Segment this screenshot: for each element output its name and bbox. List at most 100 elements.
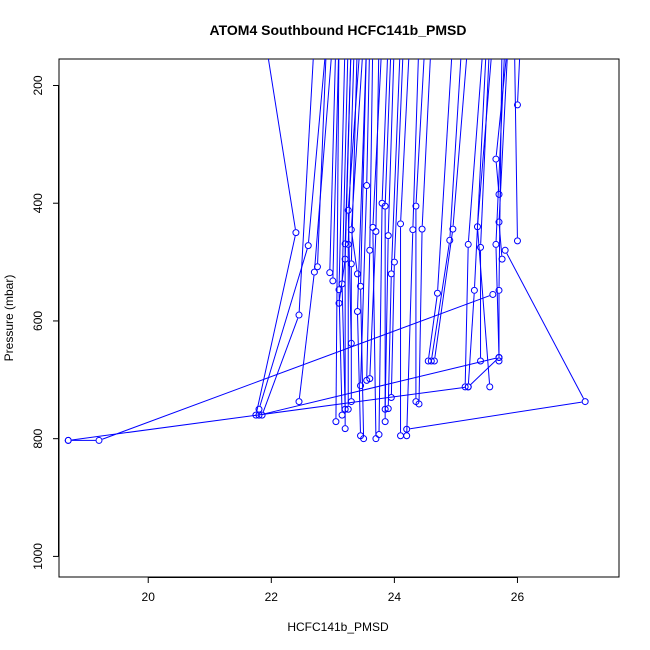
series-35-point-1	[464, 240, 472, 248]
series-21-point-0	[366, 375, 374, 383]
series-6-point-0	[326, 269, 334, 277]
series-25-point-0	[381, 405, 389, 413]
series-4-point-0	[295, 398, 303, 406]
x-axis: 20 22 24 26	[142, 577, 525, 604]
series-7-segment-0	[332, 59, 339, 278]
series-35-segment-0	[464, 247, 469, 384]
series-41	[495, 59, 508, 263]
series-19	[357, 59, 371, 390]
series-39	[495, 59, 503, 365]
y-tick-label-2: 600	[31, 311, 45, 331]
series-28-point-0	[397, 432, 405, 440]
series-43-segment-0	[514, 59, 518, 238]
series-8-segment-0	[335, 59, 340, 419]
series-7	[329, 59, 339, 285]
series-0-point-1	[95, 436, 103, 444]
series-11-segment-0	[338, 262, 346, 300]
series-22-point-1	[369, 223, 377, 231]
series-39-segment-1	[498, 59, 503, 287]
series-6-segment-0	[329, 59, 336, 270]
series-13-point-1	[344, 240, 352, 248]
series-42-segment-0	[495, 162, 500, 191]
series-43-point-0	[513, 237, 521, 245]
series-26-segment-1	[390, 59, 401, 271]
series-16	[347, 59, 363, 278]
series-5-point-0	[313, 263, 321, 271]
series-45-segment-0	[410, 401, 582, 430]
x-tick-label-0: 20	[142, 590, 156, 604]
series-38	[473, 59, 494, 391]
series-25	[381, 59, 395, 413]
series-23-point-0	[375, 431, 383, 439]
series-15-point-0	[347, 339, 355, 347]
series-25-segment-0	[384, 239, 389, 406]
series-22-segment-0	[372, 230, 377, 436]
series-15-segment-1	[347, 59, 360, 207]
series-18-segment-0	[360, 289, 365, 436]
series-27	[387, 59, 404, 401]
series-26-point-1	[387, 270, 395, 278]
series-45-point-0	[403, 425, 411, 433]
series-33-segment-0	[431, 243, 450, 358]
series-12	[341, 59, 352, 433]
series-29-point-0	[403, 432, 411, 440]
series-43	[513, 59, 521, 245]
series-23-segment-1	[381, 59, 388, 200]
series-10-segment-0	[341, 287, 346, 406]
y-axis-label: Pressure (mbar)	[2, 275, 16, 362]
x-tick-label-3: 26	[511, 590, 525, 604]
series-30-point-1	[412, 202, 420, 210]
series-14-point-1	[347, 260, 355, 268]
x-tick-label-1: 22	[265, 590, 279, 604]
series-24-point-1	[381, 202, 389, 210]
series-45-point-2	[501, 246, 509, 254]
series-3-point-1	[304, 242, 312, 250]
series-19-point-0	[357, 382, 365, 390]
series-28-point-1	[397, 220, 405, 228]
series-34-segment-0	[434, 232, 453, 358]
series-42	[492, 59, 507, 198]
series-41-segment-1	[498, 59, 508, 219]
series-44-point-0	[513, 101, 521, 109]
series-31-point-1	[418, 225, 426, 233]
series-32-segment-0	[428, 296, 438, 358]
series-15-point-1	[344, 206, 352, 214]
series-25-segment-1	[387, 59, 395, 233]
series-37-point-1	[477, 243, 485, 251]
series-1-segment-1	[267, 59, 296, 230]
series-29-segment-1	[412, 59, 419, 227]
series-38-segment-1	[477, 59, 492, 224]
series-22-segment-1	[372, 59, 382, 224]
series-23	[375, 59, 388, 439]
series-8-point-0	[332, 418, 340, 426]
series-34-segment-1	[452, 59, 468, 226]
series-29-point-1	[409, 226, 417, 234]
series-19-point-1	[363, 182, 371, 190]
series-9-segment-1	[338, 59, 346, 287]
series-30	[412, 59, 425, 406]
series-20-segment-0	[366, 253, 371, 377]
series-26-point-0	[384, 405, 392, 413]
series-16-segment-0	[351, 233, 358, 271]
series-1-point-1	[292, 229, 300, 237]
series-30-segment-1	[415, 59, 425, 203]
series-45-point-1	[581, 398, 589, 406]
series-33-segment-1	[449, 59, 462, 237]
series-14-segment-1	[350, 59, 358, 261]
series-2-point-1	[295, 311, 303, 319]
series-22-point-0	[372, 435, 380, 443]
series-9-segment-0	[338, 293, 343, 412]
series-42-segment-1	[495, 59, 507, 156]
series-41-point-1	[495, 218, 503, 226]
series-36-segment-1	[474, 59, 487, 287]
series-20-point-1	[366, 246, 374, 254]
series-8	[332, 59, 340, 426]
series-1	[252, 59, 300, 419]
chart-title: ATOM4 Southbound HCFC141b_PMSD	[210, 22, 467, 38]
series-27-segment-1	[394, 59, 404, 259]
series-0-point-2	[489, 290, 497, 298]
series-36-segment-0	[467, 293, 475, 384]
x-axis-label: HCFC141b_PMSD	[287, 620, 389, 634]
